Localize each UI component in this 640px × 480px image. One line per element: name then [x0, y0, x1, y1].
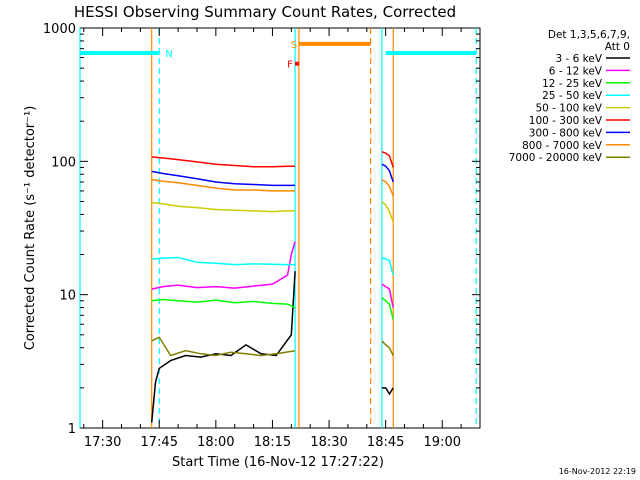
footer-timestamp: 16-Nov-2012 22:19	[559, 467, 636, 476]
legend-entry-label: 25 - 50 keV	[542, 90, 603, 102]
y-axis: 1 10 100 1000	[43, 22, 480, 437]
series-line	[381, 178, 394, 197]
legend-entry-label: 800 - 7000 keV	[522, 140, 603, 152]
series-line	[151, 178, 296, 192]
flag-label: S	[291, 40, 297, 51]
series-line	[151, 156, 296, 168]
plot-frame	[79, 27, 481, 429]
series-line	[381, 163, 394, 183]
series-line	[381, 387, 394, 396]
series-line	[381, 297, 394, 320]
x-tick-label: 19:00	[424, 435, 461, 450]
legend-entry-label: 6 - 12 keV	[549, 65, 603, 77]
y-tick-label: 10	[59, 289, 76, 304]
series-line	[381, 151, 394, 168]
legend-entry-label: 100 - 300 keV	[529, 115, 603, 127]
series-line	[381, 256, 394, 276]
x-tick-label: 18:45	[367, 435, 404, 450]
x-axis-label: Start Time (16-Nov-12 17:27:22)	[172, 455, 384, 470]
series-line	[151, 170, 296, 187]
legend-entry-label: 50 - 100 keV	[535, 103, 602, 115]
y-tick-label: 100	[51, 155, 76, 170]
x-tick-label: 18:15	[254, 435, 291, 450]
x-axis: 17:30 17:45 18:00 18:15 18:30 18:45 19:00	[83, 28, 481, 450]
chart-title: HESSI Observing Summary Count Rates, Cor…	[74, 3, 456, 21]
flag-label: F	[287, 60, 293, 71]
legend-header: Att 0	[605, 41, 630, 53]
flag-label: N	[165, 49, 172, 60]
x-tick-label: 18:00	[197, 435, 234, 450]
series-line	[151, 241, 296, 290]
series-line	[151, 256, 296, 266]
series-line	[151, 336, 296, 357]
legend-entry-label: 300 - 800 keV	[529, 127, 603, 139]
series-line	[381, 283, 394, 308]
x-tick-label: 17:30	[84, 435, 121, 450]
series-line	[381, 200, 394, 223]
series-line	[151, 201, 296, 213]
y-tick-label: 1	[68, 422, 76, 437]
x-tick-label: 18:30	[310, 435, 347, 450]
series-line	[151, 298, 296, 309]
y-tick-label: 1000	[43, 22, 76, 37]
legend-entry-label: 7000 - 20000 keV	[509, 152, 603, 164]
series-line	[381, 340, 394, 356]
plot-area: N SF	[79, 27, 481, 429]
legend-entry-label: 12 - 25 keV	[542, 78, 603, 90]
x-tick-label: 17:45	[141, 435, 178, 450]
legend-header: Det 1,3,5,6,7,9,	[548, 29, 630, 41]
y-axis-label: Corrected Count Rate (s⁻¹ detector⁻¹)	[23, 106, 38, 351]
series-line	[150, 271, 296, 423]
legend-entry-label: 3 - 6 keV	[555, 53, 602, 65]
